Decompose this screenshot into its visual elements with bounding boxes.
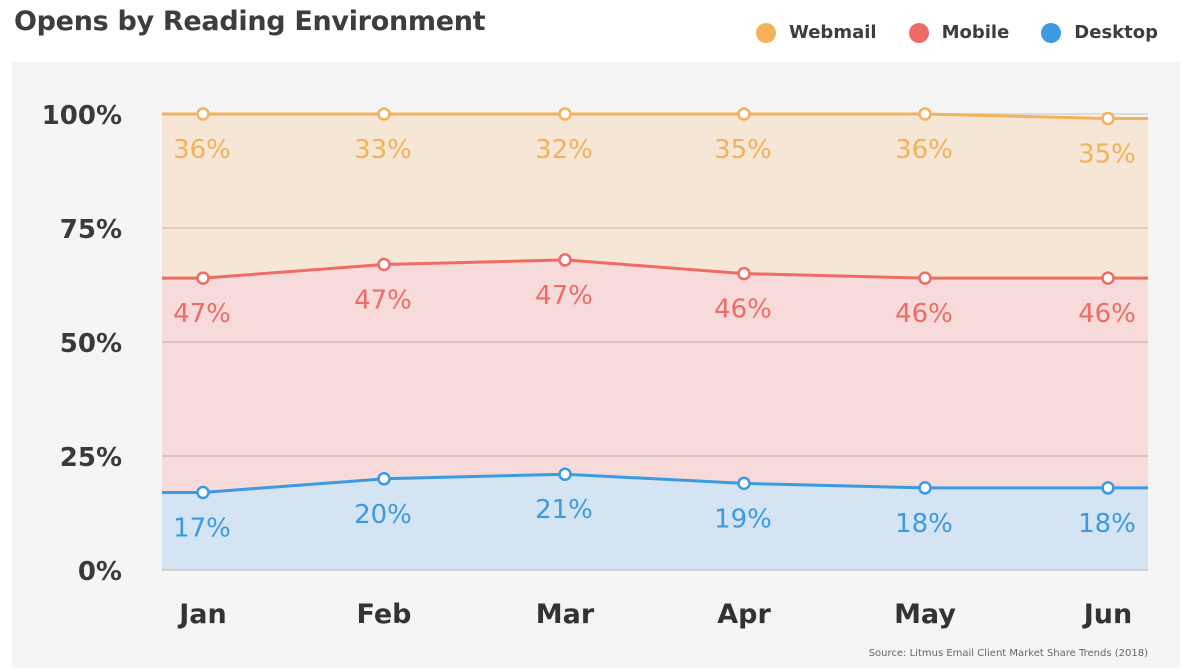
legend-label: Mobile xyxy=(941,22,1010,43)
data-label-mobile: 46% xyxy=(714,295,772,325)
data-point-webmail xyxy=(918,107,932,121)
data-point-desktop xyxy=(377,472,391,486)
legend-item-mobile: Mobile xyxy=(908,22,1010,43)
data-point-mobile xyxy=(558,253,572,267)
source-note: Source: Litmus Email Client Market Share… xyxy=(868,648,1148,659)
data-label-webmail: 32% xyxy=(535,135,593,165)
data-point-desktop xyxy=(737,476,751,491)
legend-item-desktop: Desktop xyxy=(1041,22,1158,43)
data-point-webmail xyxy=(1101,111,1115,126)
data-point-mobile xyxy=(918,271,932,285)
y-tick-label: 25% xyxy=(60,443,122,473)
y-tick-label: 50% xyxy=(60,329,122,359)
data-point-desktop xyxy=(196,485,210,500)
data-point-mobile xyxy=(196,271,210,285)
data-point-desktop xyxy=(558,467,572,481)
legend-swatch xyxy=(908,22,929,43)
data-label-webmail: 35% xyxy=(1078,140,1136,170)
data-label-webmail: 36% xyxy=(173,135,231,165)
data-label-webmail: 36% xyxy=(895,135,953,165)
data-label-mobile: 47% xyxy=(354,285,412,315)
data-point-webmail xyxy=(196,107,210,121)
x-tick-label: Jun xyxy=(1082,599,1133,630)
data-point-mobile xyxy=(377,257,391,272)
x-tick-label: Mar xyxy=(536,599,595,630)
data-label-desktop: 18% xyxy=(895,509,953,539)
data-label-desktop: 18% xyxy=(1078,509,1136,539)
data-label-mobile: 47% xyxy=(173,299,231,329)
legend-item-webmail: Webmail xyxy=(756,22,877,43)
legend-label: Webmail xyxy=(789,22,877,43)
data-label-desktop: 19% xyxy=(714,504,772,534)
chart-title: Opens by Reading Environment xyxy=(14,6,486,37)
data-point-webmail xyxy=(737,107,751,121)
legend-swatch xyxy=(756,22,777,43)
data-point-desktop xyxy=(1101,481,1115,495)
x-tick-label: Jan xyxy=(177,599,227,630)
y-tick-label: 0% xyxy=(78,557,122,587)
data-point-webmail xyxy=(558,107,572,121)
data-label-mobile: 46% xyxy=(1078,299,1136,329)
series-line-webmail xyxy=(162,112,1148,121)
series-line-mobile xyxy=(162,258,1148,280)
data-label-desktop: 21% xyxy=(535,495,593,525)
data-label-desktop: 17% xyxy=(173,513,231,543)
data-point-mobile xyxy=(737,266,751,281)
data-label-mobile: 46% xyxy=(895,299,953,329)
data-label-desktop: 20% xyxy=(354,500,412,530)
data-label-webmail: 33% xyxy=(354,135,412,165)
legend-swatch xyxy=(1041,22,1062,43)
data-point-desktop xyxy=(918,481,932,495)
x-tick-label: May xyxy=(894,599,956,630)
x-tick-label: Apr xyxy=(717,599,771,630)
data-label-mobile: 47% xyxy=(535,281,593,311)
data-point-webmail xyxy=(377,107,391,121)
x-tick-label: Feb xyxy=(357,599,412,630)
y-tick-label: 100% xyxy=(42,101,122,131)
y-tick-label: 75% xyxy=(60,215,122,245)
legend: Webmail Mobile Desktop xyxy=(756,22,1158,43)
area-desktop xyxy=(162,474,1148,570)
data-label-webmail: 35% xyxy=(714,135,772,165)
data-point-mobile xyxy=(1101,271,1115,285)
legend-label: Desktop xyxy=(1074,22,1158,43)
series-line-desktop xyxy=(162,472,1148,494)
